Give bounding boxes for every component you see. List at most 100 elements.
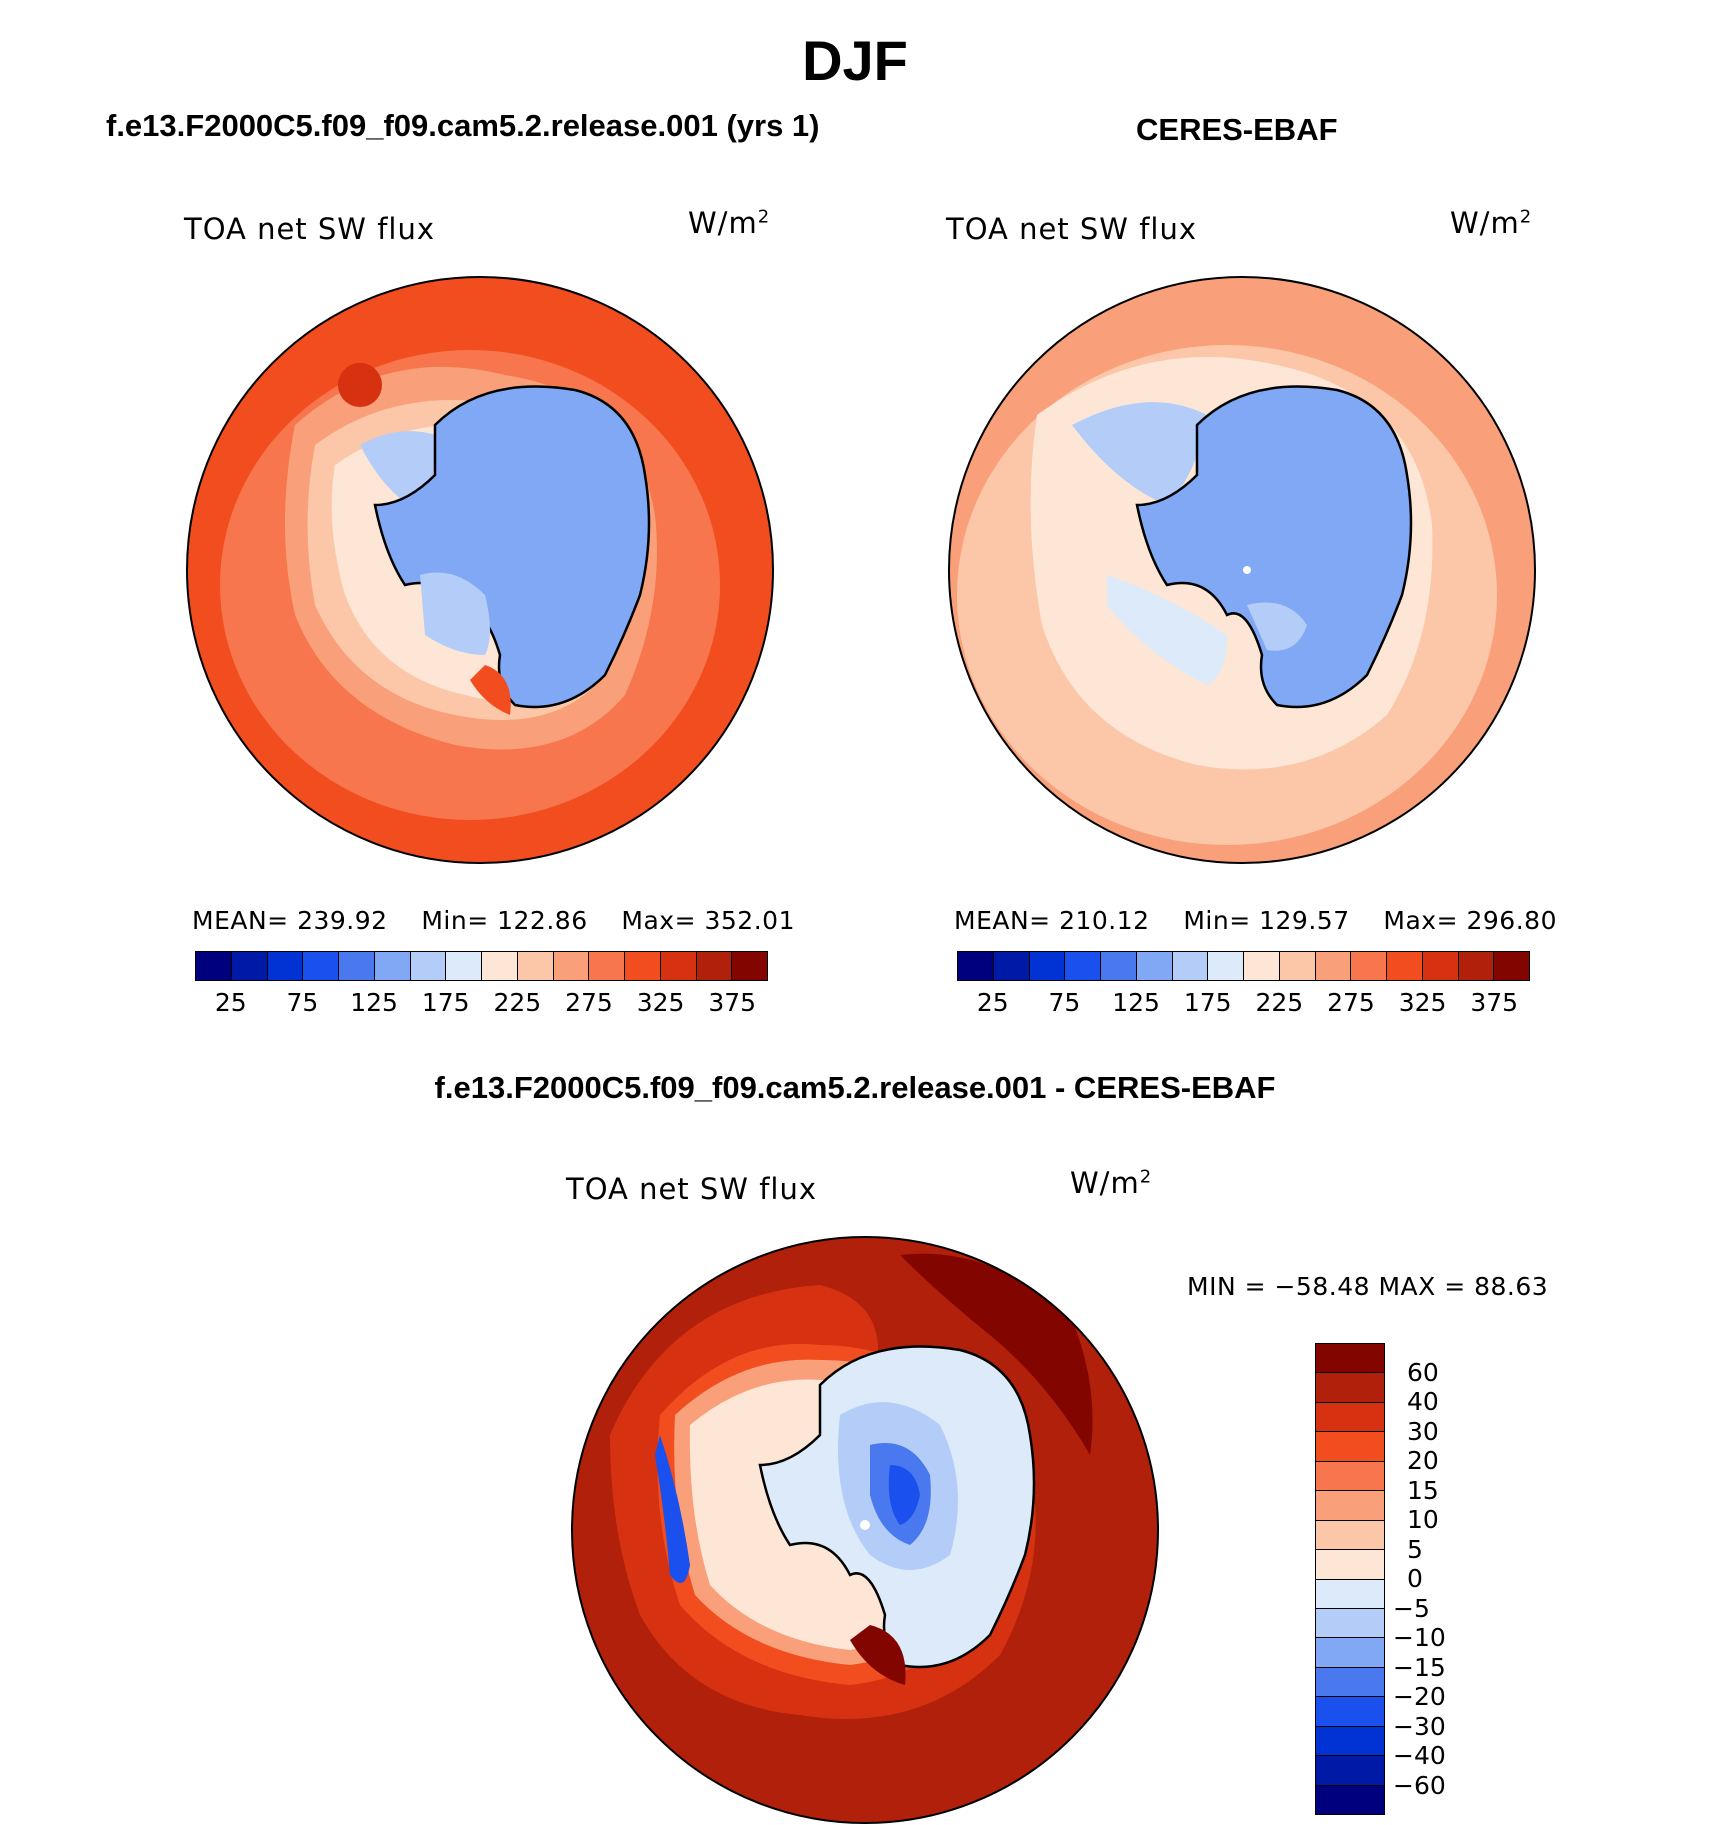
diff-colorbar-tick-label: −20 (1393, 1682, 1446, 1711)
left-colorbar-swatch-15 (732, 952, 767, 980)
diff-colorbar-swatch-6 (1316, 1520, 1384, 1551)
right-colorbar-ticks: 25 75 125 175 225 275 325 375 (957, 988, 1530, 1018)
right-colorbar-swatch-11 (1351, 952, 1387, 980)
diff-colorbar-ticks: 60 40 30 20 15 10 5 0 −5 −10 −15 −20 −30 −40 −60 (1393, 1343, 1493, 1815)
diff-colorbar-tick-label: 15 (1407, 1475, 1439, 1505)
left-colorbar-swatch-8 (482, 952, 518, 980)
right-colorbar-tick-label: 275 (1327, 988, 1375, 1017)
left-colorbar-tick-label: 125 (350, 988, 398, 1017)
left-min-label: Min= (421, 906, 489, 935)
right-colorbar-swatch-14 (1458, 952, 1495, 980)
diff-units-label: W/m2 (1070, 1166, 1153, 1200)
right-colorbar-swatch-8 (1244, 952, 1280, 980)
right-mean-label: MEAN= (954, 906, 1051, 935)
diff-colorbar-tick-label: 10 (1407, 1505, 1439, 1534)
right-mean-value: 210.12 (1059, 906, 1150, 935)
diff-colorbar-swatch-12 (1316, 1697, 1384, 1727)
right-units-label: W/m2 (1450, 206, 1533, 240)
left-panel-title: f.e13.F2000C5.f09_f09.cam5.2.release.001… (106, 108, 820, 143)
right-stats: MEAN= 210.12 Min= 129.57 Max= 296.80 (954, 906, 1557, 935)
diff-colorbar-swatch-14 (1316, 1756, 1384, 1786)
left-variable-label: TOA net SW flux (184, 212, 436, 246)
right-polar-map (948, 276, 1536, 864)
right-colorbar-tick-label: 75 (1048, 988, 1081, 1017)
diff-colorbar-tick-label: 20 (1407, 1446, 1439, 1475)
left-colorbar-swatch-5 (374, 952, 411, 980)
left-colorbar-swatch-10 (553, 952, 590, 980)
diff-colorbar-swatch-5 (1316, 1491, 1384, 1521)
right-variable-label: TOA net SW flux (946, 212, 1198, 246)
diff-minmax-label: MIN = −58.48 MAX = 88.63 (1187, 1272, 1549, 1301)
right-colorbar-swatch-10 (1315, 952, 1352, 980)
diff-polar-map (571, 1236, 1159, 1824)
left-colorbar-swatch-3 (303, 952, 339, 980)
left-colorbar-tick-label: 275 (565, 988, 613, 1017)
diff-colorbar-tick-label: −15 (1393, 1652, 1446, 1682)
right-min-value: 129.57 (1259, 906, 1350, 935)
diff-colorbar (1315, 1343, 1385, 1815)
right-colorbar-swatch-7 (1208, 952, 1244, 980)
right-max-label: Max= (1383, 906, 1459, 935)
right-colorbar-tick-label: 175 (1183, 988, 1232, 1017)
left-max-value: 352.01 (704, 906, 795, 935)
left-mean-label: MEAN= (192, 906, 289, 935)
diff-colorbar-swatch-8 (1316, 1579, 1384, 1609)
left-colorbar-swatch-9 (517, 952, 554, 980)
right-colorbar-swatch-15 (1494, 952, 1529, 980)
left-colorbar (195, 951, 768, 981)
left-colorbar-swatch-6 (410, 952, 447, 980)
diff-variable-label: TOA net SW flux (566, 1172, 818, 1206)
left-colorbar-swatch-7 (446, 952, 482, 980)
left-colorbar-tick-label: 25 (214, 988, 247, 1017)
right-panel-title: CERES-EBAF (1136, 112, 1338, 147)
figure-title: DJF (802, 29, 908, 92)
right-colorbar-swatch-3 (1065, 952, 1101, 980)
right-colorbar-swatch-6 (1172, 952, 1209, 980)
right-max-value: 296.80 (1466, 906, 1557, 935)
left-polar-map (186, 276, 774, 864)
diff-colorbar-tick-label: −60 (1393, 1770, 1446, 1800)
diff-colorbar-tick-label: −5 (1393, 1593, 1430, 1623)
diff-colorbar-swatch-4 (1316, 1461, 1384, 1492)
right-min-label: Min= (1183, 906, 1251, 935)
diff-colorbar-swatch-3 (1316, 1432, 1384, 1462)
diff-colorbar-tick-label: 0 (1407, 1564, 1423, 1593)
diff-panel-title: f.e13.F2000C5.f09_f09.cam5.2.release.001… (434, 1070, 1276, 1105)
right-colorbar-tick-label: 325 (1398, 988, 1447, 1017)
left-colorbar-swatch-2 (267, 952, 304, 980)
diff-colorbar-tick-label: 40 (1407, 1387, 1439, 1416)
diff-colorbar-swatch-10 (1316, 1638, 1384, 1668)
left-colorbar-tick-label: 325 (636, 988, 685, 1017)
left-colorbar-swatch-12 (625, 952, 661, 980)
right-colorbar-tick-label: 25 (976, 988, 1009, 1017)
left-colorbar-tick-label: 175 (421, 988, 470, 1017)
left-stats: MEAN= 239.92 Min= 122.86 Max= 352.01 (192, 906, 795, 935)
right-colorbar-tick-label: 225 (1255, 988, 1304, 1017)
left-colorbar-swatch-14 (696, 952, 733, 980)
left-colorbar-tick-label: 375 (708, 988, 757, 1017)
diff-colorbar-swatch-9 (1316, 1608, 1384, 1639)
diff-colorbar-tick-label: 30 (1407, 1416, 1439, 1446)
left-colorbar-tick-label: 225 (493, 988, 542, 1017)
right-colorbar-tick-label: 125 (1112, 988, 1160, 1017)
right-colorbar-swatch-12 (1387, 952, 1423, 980)
diff-colorbar-tick-label: −30 (1393, 1711, 1446, 1741)
right-colorbar-swatch-1 (993, 952, 1030, 980)
diff-colorbar-swatch-2 (1316, 1402, 1384, 1433)
left-colorbar-swatch-11 (589, 952, 625, 980)
right-colorbar-swatch-0 (958, 952, 994, 980)
left-colorbar-swatch-4 (339, 952, 375, 980)
diff-colorbar-swatch-15 (1316, 1785, 1384, 1814)
diff-colorbar-swatch-7 (1316, 1550, 1384, 1580)
right-colorbar-swatch-9 (1279, 952, 1316, 980)
left-colorbar-tick-label: 75 (286, 988, 319, 1017)
diff-colorbar-swatch-11 (1316, 1667, 1384, 1698)
left-min-value: 122.86 (497, 906, 588, 935)
diff-colorbar-swatch-1 (1316, 1373, 1384, 1403)
diff-colorbar-tick-label: 5 (1407, 1534, 1423, 1564)
left-mean-value: 239.92 (297, 906, 388, 935)
left-colorbar-swatch-1 (231, 952, 268, 980)
right-colorbar-swatch-13 (1422, 952, 1459, 980)
diff-colorbar-tick-label: −40 (1393, 1741, 1446, 1770)
right-colorbar (957, 951, 1530, 981)
